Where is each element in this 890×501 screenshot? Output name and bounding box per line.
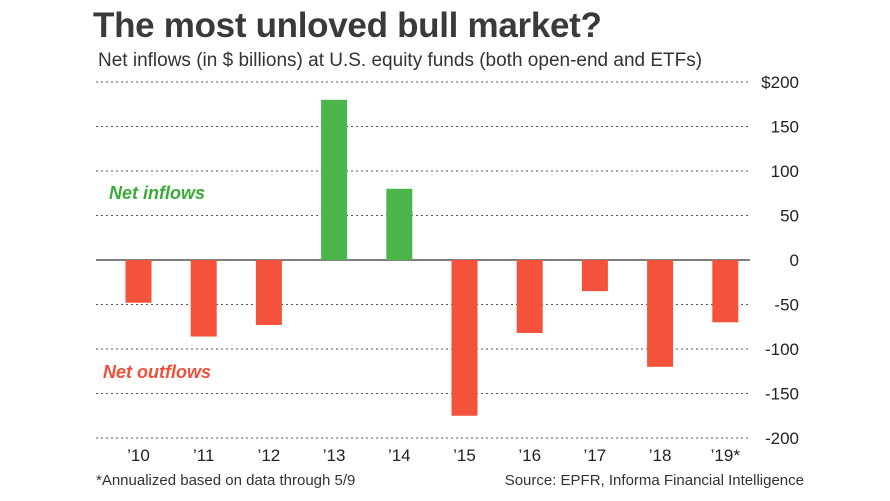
y-tick-label: 100 xyxy=(771,162,799,181)
bar-3 xyxy=(321,99,348,260)
bar-5 xyxy=(451,260,478,416)
x-tick-label: ’13 xyxy=(323,446,346,465)
bar-0 xyxy=(125,260,152,303)
bar-7 xyxy=(581,260,608,292)
gridlines xyxy=(96,81,750,439)
bar-6 xyxy=(516,260,543,333)
net-outflows-label: Net outflows xyxy=(103,362,211,382)
x-tick-label: ’15 xyxy=(453,446,476,465)
y-tick-label: 50 xyxy=(780,207,799,226)
x-tick-label: ’18 xyxy=(649,446,672,465)
y-tick-label: 0 xyxy=(790,251,799,270)
bar-8 xyxy=(647,260,674,367)
y-axis-ticks: $200 150 100 50 0 -50 -100 -150 -200 xyxy=(761,73,799,448)
x-tick-label: ’16 xyxy=(518,446,541,465)
chart-title: The most unloved bull market? xyxy=(93,6,602,45)
y-tick-label: 150 xyxy=(771,118,799,137)
x-axis-ticks: ’10 ’11 ’12 ’13 ’14 ’15 ’16 ’17 ’18 ’19* xyxy=(127,446,740,465)
x-tick-label: ’19* xyxy=(711,446,741,465)
y-tick-label: $200 xyxy=(761,73,799,92)
x-tick-label: ’14 xyxy=(388,446,411,465)
x-tick-label: ’17 xyxy=(584,446,607,465)
source-note: Source: EPFR, Informa Financial Intellig… xyxy=(504,472,804,489)
bar-2 xyxy=(255,260,282,325)
y-tick-label: -100 xyxy=(765,340,799,359)
x-tick-label: ’11 xyxy=(193,446,214,465)
footnote: *Annualized based on data through 5/9 xyxy=(96,472,356,489)
bar-4 xyxy=(386,188,413,260)
bar-1 xyxy=(190,260,217,337)
bar-9 xyxy=(712,260,739,323)
x-tick-label: ’10 xyxy=(127,446,150,465)
x-tick-label: ’12 xyxy=(258,446,281,465)
bars xyxy=(125,99,739,416)
y-tick-label: -150 xyxy=(765,385,799,404)
net-inflows-label: Net inflows xyxy=(109,183,205,203)
chart-subtitle: Net inflows (in $ billions) at U.S. equi… xyxy=(98,50,703,71)
y-tick-label: -200 xyxy=(765,429,799,448)
y-tick-label: -50 xyxy=(774,296,799,315)
